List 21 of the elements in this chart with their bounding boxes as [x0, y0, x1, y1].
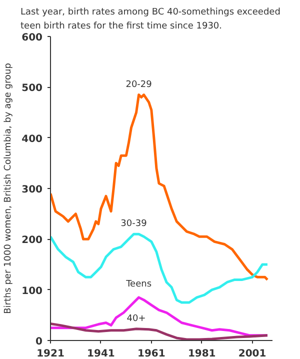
chart-title: Last year, birth rates among BC 40-somethings exceeded teen birth rates for the first time since 1930. — [20, 8, 280, 32]
x-tick-label: 1981 — [188, 348, 216, 359]
y-axis-title: Births per 1000 women, British Columbia, by age group — [4, 62, 14, 314]
line-series — [50, 232, 269, 304]
series-label: 20-29 — [126, 80, 152, 90]
x-tick-label: 1921 — [36, 348, 64, 359]
y-tick-label: 500 — [22, 83, 43, 94]
x-tick-label: 1941 — [87, 348, 115, 359]
x-tick-label: 2001 — [238, 348, 266, 359]
y-tick-label: 0 — [36, 336, 43, 348]
series-label: 30-39 — [120, 219, 148, 230]
y-tick-label: 200 — [22, 235, 43, 246]
series-label: Teens — [125, 279, 152, 290]
line-series — [50, 322, 269, 340]
x-tick-label: 1961 — [137, 348, 166, 359]
y-tick-label: 300 — [22, 184, 43, 196]
y-tick-label: 400 — [22, 134, 43, 145]
y-tick-label: 600 — [22, 32, 43, 44]
line-series — [50, 94, 269, 281]
series-label: 40+ — [126, 314, 146, 324]
y-tick-label: 100 — [22, 286, 43, 297]
